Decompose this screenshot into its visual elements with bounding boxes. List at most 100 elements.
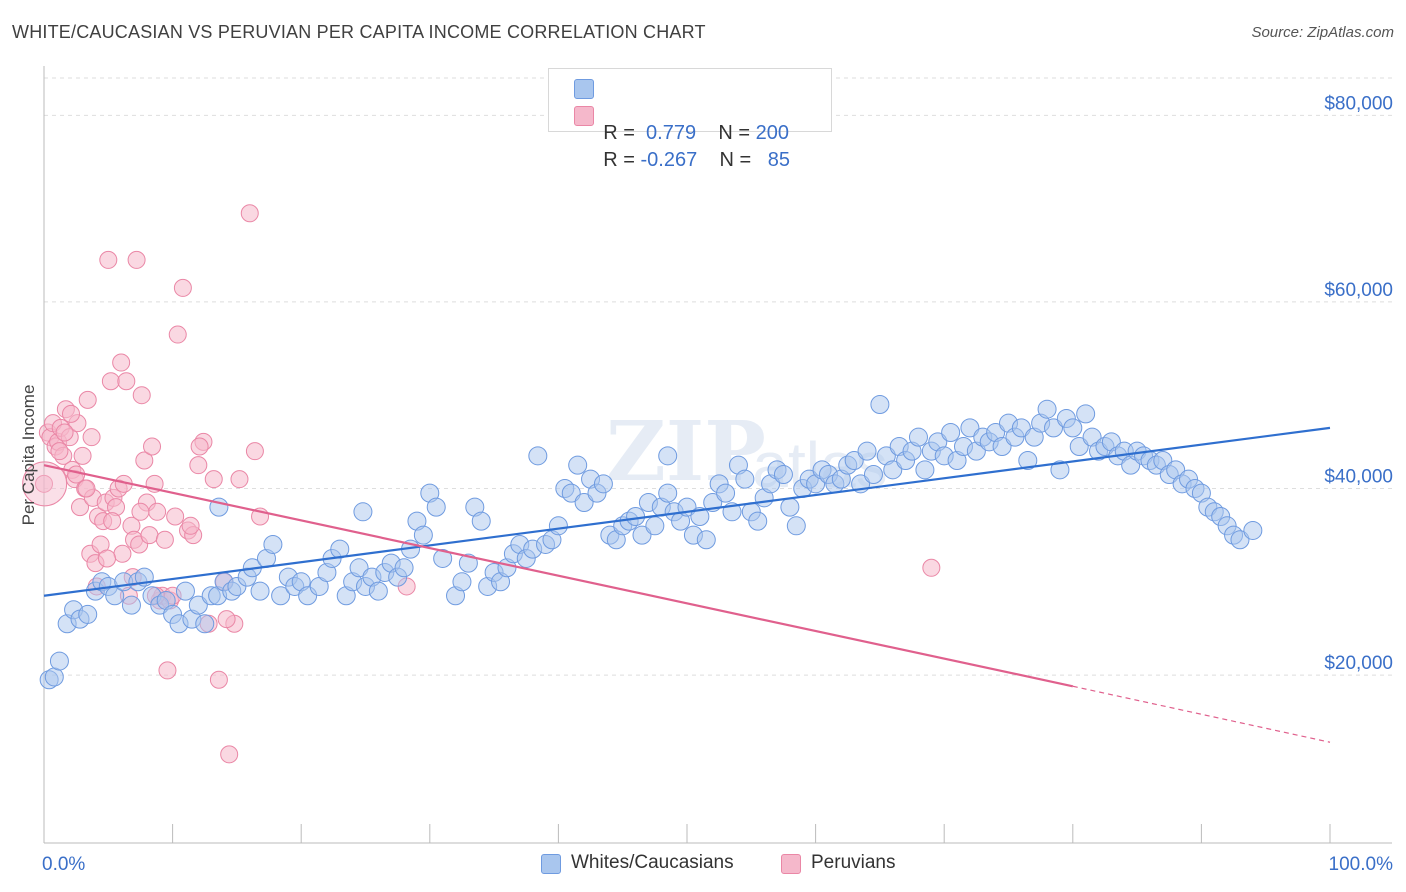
white-point xyxy=(593,474,613,494)
peruvian-point xyxy=(112,353,131,372)
white-point xyxy=(121,595,141,615)
peruvian-point xyxy=(62,404,81,423)
peruvian-point xyxy=(220,745,239,764)
white-point xyxy=(696,530,716,550)
white-point xyxy=(195,614,215,634)
peruvian-point xyxy=(922,558,941,577)
white-point xyxy=(1063,418,1083,438)
peruvian-point xyxy=(73,446,92,465)
legend-r-label: R = xyxy=(603,122,635,144)
peruvian-point xyxy=(166,507,185,526)
white-point xyxy=(1037,399,1057,419)
legend-label: Peruvians xyxy=(811,852,896,873)
white-point xyxy=(458,553,478,573)
correlation-legend: R = 0.779 N = 200 R = -0.267 N = 85 xyxy=(548,68,832,171)
y-tick-label: $80,000 xyxy=(1324,93,1393,114)
legend-item-whites: Whites/Caucasians xyxy=(541,852,734,874)
blue-swatch-icon xyxy=(574,79,594,99)
white-point xyxy=(433,548,453,568)
peruvian-point xyxy=(78,390,97,409)
white-point xyxy=(548,516,568,536)
peruvian-point xyxy=(71,498,90,517)
white-point xyxy=(735,469,755,489)
white-point xyxy=(863,464,883,484)
peruvians-trend-line xyxy=(43,464,1074,688)
white-point xyxy=(574,492,594,512)
white-point xyxy=(1069,437,1089,457)
peruvian-point xyxy=(143,437,162,456)
peruvian-point xyxy=(35,474,53,493)
white-point xyxy=(175,581,195,601)
trend-lines xyxy=(43,426,1331,743)
white-point xyxy=(394,558,414,578)
legend-n-value: 200 xyxy=(755,122,789,144)
white-point xyxy=(883,460,903,480)
peruvian-point xyxy=(55,423,74,442)
legend-r-value: -0.267 xyxy=(640,149,698,171)
white-point xyxy=(349,558,369,578)
peruvian-point xyxy=(99,250,118,269)
peruvian-point xyxy=(245,442,264,461)
peruvian-point xyxy=(50,442,69,461)
peruvian-point xyxy=(230,470,249,489)
tick-labels: $20,000 $40,000 $60,000 $80,000 0.0% 100.0% xyxy=(42,93,1393,875)
peruvian-point xyxy=(132,386,151,405)
whites-points xyxy=(39,395,1263,690)
blue-swatch-icon xyxy=(541,854,561,874)
y-tick-label: $60,000 xyxy=(1324,280,1393,301)
peruvian-point xyxy=(190,437,209,456)
pink-swatch-icon xyxy=(574,106,594,126)
white-point xyxy=(263,534,283,554)
white-point xyxy=(941,423,961,443)
legend-r-label: R = xyxy=(603,149,635,171)
peruvian-point xyxy=(77,479,96,498)
peruvian-point xyxy=(135,451,154,470)
white-point xyxy=(1044,418,1064,438)
white-point xyxy=(44,667,64,687)
peruvian-point xyxy=(204,470,223,489)
y-tick-label: $20,000 xyxy=(1324,653,1393,674)
peruvian-point xyxy=(113,544,132,563)
white-point xyxy=(426,497,446,517)
peruvian-point xyxy=(67,465,86,484)
white-point xyxy=(658,446,678,466)
white-point xyxy=(271,586,291,606)
axes xyxy=(43,66,1392,844)
legend-item-peruvians: Peruvians xyxy=(781,852,896,874)
white-point xyxy=(690,506,710,526)
peruvian-point xyxy=(148,502,167,521)
peruvian-point xyxy=(189,456,208,475)
white-point xyxy=(568,455,588,475)
white-point xyxy=(368,581,388,601)
legend-n-label: N = xyxy=(719,149,752,171)
legend-n-value: 85 xyxy=(767,149,791,171)
peruvian-point xyxy=(140,526,159,545)
white-point xyxy=(188,595,208,615)
white-point xyxy=(1018,451,1038,470)
white-point xyxy=(870,395,890,415)
white-point xyxy=(626,506,646,526)
peruvian-point xyxy=(117,372,136,391)
white-point xyxy=(1243,520,1263,540)
peruvian-point xyxy=(101,372,120,391)
peruvian-point xyxy=(168,325,187,344)
white-point xyxy=(632,525,652,545)
peruvian-point xyxy=(155,530,174,549)
white-point xyxy=(716,483,736,503)
white-point xyxy=(1011,418,1031,438)
peruvian-point xyxy=(158,661,177,680)
white-point xyxy=(452,572,472,592)
white-point xyxy=(413,525,433,545)
white-point xyxy=(960,418,980,438)
legend-row-whites: R = 0.779 N = 200 xyxy=(574,76,789,168)
peruvian-point xyxy=(217,610,236,629)
chart-source: Source: ZipAtlas.com xyxy=(1251,24,1394,41)
whites-trend-line xyxy=(43,426,1331,597)
white-point xyxy=(49,651,69,671)
white-point xyxy=(658,483,678,503)
y-axis-label: Per Capita Income xyxy=(19,385,38,526)
white-point xyxy=(561,483,581,503)
chart-title: WHITE/CAUCASIAN VS PERUVIAN PER CAPITA I… xyxy=(12,22,706,42)
white-point xyxy=(748,511,768,531)
